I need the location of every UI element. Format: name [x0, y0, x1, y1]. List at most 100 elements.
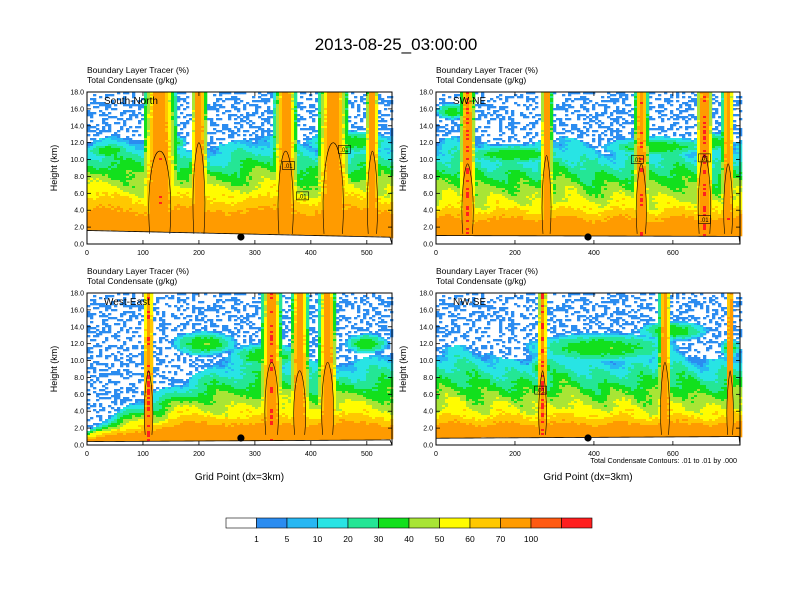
variable-label-condensate: Total Condensate (g/kg) — [87, 75, 177, 85]
colorbar-label: 5 — [285, 534, 290, 544]
colorbar-swatch — [469, 517, 501, 529]
colorbar-swatch — [500, 517, 532, 529]
panel-title: NW-SE — [453, 297, 486, 308]
y-tick-label: 12.0 — [70, 341, 84, 348]
tracer-field — [87, 92, 394, 239]
x-tick-label: 100 — [137, 250, 149, 257]
y-tick-label: 0.0 — [423, 242, 433, 249]
y-tick-label: 16.0 — [70, 106, 84, 113]
y-tick-label: 4.0 — [74, 208, 84, 215]
y-tick-label: 16.0 — [70, 307, 84, 314]
y-tick-label: 0.0 — [423, 443, 433, 450]
y-tick-label: 4.0 — [423, 409, 433, 416]
figure-title: 2013-08-25_03:00:00 — [315, 35, 478, 54]
panel-title: South-North — [104, 96, 158, 107]
variable-label-tracer: Boundary Layer Tracer (%) — [87, 266, 189, 276]
y-tick-label: 6.0 — [423, 191, 433, 198]
x-tick-label: 400 — [588, 451, 600, 458]
colorbar-label: 50 — [435, 534, 445, 544]
y-tick-label: 10.0 — [419, 157, 433, 164]
y-axis-label: Height (km) — [398, 145, 408, 192]
y-tick-label: 16.0 — [419, 307, 433, 314]
colorbar-label: 60 — [465, 534, 475, 544]
plot-frame — [435, 292, 741, 446]
contour-label: .01 — [700, 156, 709, 162]
colorbar-swatch — [286, 517, 318, 529]
y-tick-label: 10.0 — [70, 157, 84, 164]
y-tick-label: 6.0 — [74, 191, 84, 198]
condensate-contours — [148, 142, 378, 234]
y-tick-label: 10.0 — [70, 358, 84, 365]
y-tick-label: 18.0 — [70, 90, 84, 97]
y-tick-label: 8.0 — [423, 174, 433, 181]
colorbar-swatch — [317, 517, 349, 529]
variable-label-tracer: Boundary Layer Tracer (%) — [436, 266, 538, 276]
condensate-contours — [143, 361, 334, 435]
colorbar-swatch — [530, 517, 562, 529]
x-tick-label: 400 — [588, 250, 600, 257]
y-tick-label: 14.0 — [70, 324, 84, 331]
y-tick-label: 12.0 — [70, 140, 84, 147]
location-marker — [584, 233, 592, 241]
colorbar-swatch — [256, 517, 288, 529]
y-tick-label: 12.0 — [419, 341, 433, 348]
contour-label: .01 — [700, 218, 709, 224]
contour-label: .01 — [536, 389, 545, 395]
colorbar-label: 20 — [343, 534, 353, 544]
x-tick-label: 0 — [434, 250, 438, 257]
x-tick-label: 100 — [137, 451, 149, 458]
y-tick-label: 16.0 — [419, 106, 433, 113]
x-tick-label: 600 — [667, 451, 679, 458]
y-tick-label: 8.0 — [423, 375, 433, 382]
colorbar-label: 70 — [496, 534, 506, 544]
colorbar-swatch — [408, 517, 440, 529]
plot-frame — [86, 292, 393, 446]
y-tick-label: 10.0 — [419, 358, 433, 365]
panels: .01 .01 .01 South-North Boundary Layer Trace… — [49, 65, 743, 483]
x-tick-label: 0 — [85, 451, 89, 458]
x-tick-label: 300 — [249, 250, 261, 257]
y-tick-label: 4.0 — [74, 409, 84, 416]
x-tick-label: 200 — [509, 250, 521, 257]
contour-label: .01 — [340, 148, 349, 154]
variable-label-condensate: Total Condensate (g/kg) — [436, 276, 526, 286]
tracer-field — [87, 293, 394, 442]
y-tick-label: 18.0 — [70, 291, 84, 298]
variable-label-condensate: Total Condensate (g/kg) — [436, 75, 526, 85]
location-marker — [237, 434, 245, 442]
y-tick-label: 8.0 — [74, 174, 84, 181]
y-tick-label: 14.0 — [70, 123, 84, 130]
plot-frame — [86, 91, 393, 245]
y-tick-label: 12.0 — [419, 140, 433, 147]
contour-footnote: Total Condensate Contours: .01 to .01 by… — [590, 456, 737, 465]
condensate-contours — [461, 155, 733, 234]
x-tick-label: 400 — [305, 250, 317, 257]
x-tick-label: 0 — [434, 451, 438, 458]
variable-label-tracer: Boundary Layer Tracer (%) — [87, 65, 189, 75]
contour-label: .01 — [298, 194, 307, 200]
colorbar-swatch — [347, 517, 379, 529]
y-tick-label: 18.0 — [419, 291, 433, 298]
variable-label-tracer: Boundary Layer Tracer (%) — [436, 65, 538, 75]
colorbar-label: 30 — [374, 534, 384, 544]
contour-label: .01 — [633, 158, 642, 164]
y-tick-label: 2.0 — [423, 225, 433, 232]
location-marker — [237, 233, 245, 241]
x-tick-label: 500 — [361, 451, 373, 458]
y-tick-label: 8.0 — [74, 375, 84, 382]
y-tick-label: 0.0 — [74, 443, 84, 450]
panel-title: SW-NE — [453, 96, 486, 107]
x-tick-label: 600 — [667, 250, 679, 257]
x-tick-label: 200 — [509, 451, 521, 458]
y-axis-label: Height (km) — [49, 145, 59, 192]
x-tick-label: 500 — [361, 250, 373, 257]
tracer-field — [436, 92, 743, 237]
contour-label: .01 — [284, 164, 293, 170]
colorbar-label: 1 — [254, 534, 259, 544]
y-tick-label: 4.0 — [423, 208, 433, 215]
y-tick-label: 6.0 — [74, 392, 84, 399]
x-tick-label: 200 — [193, 451, 205, 458]
x-tick-label: 200 — [193, 250, 205, 257]
plot-frame — [435, 91, 741, 245]
